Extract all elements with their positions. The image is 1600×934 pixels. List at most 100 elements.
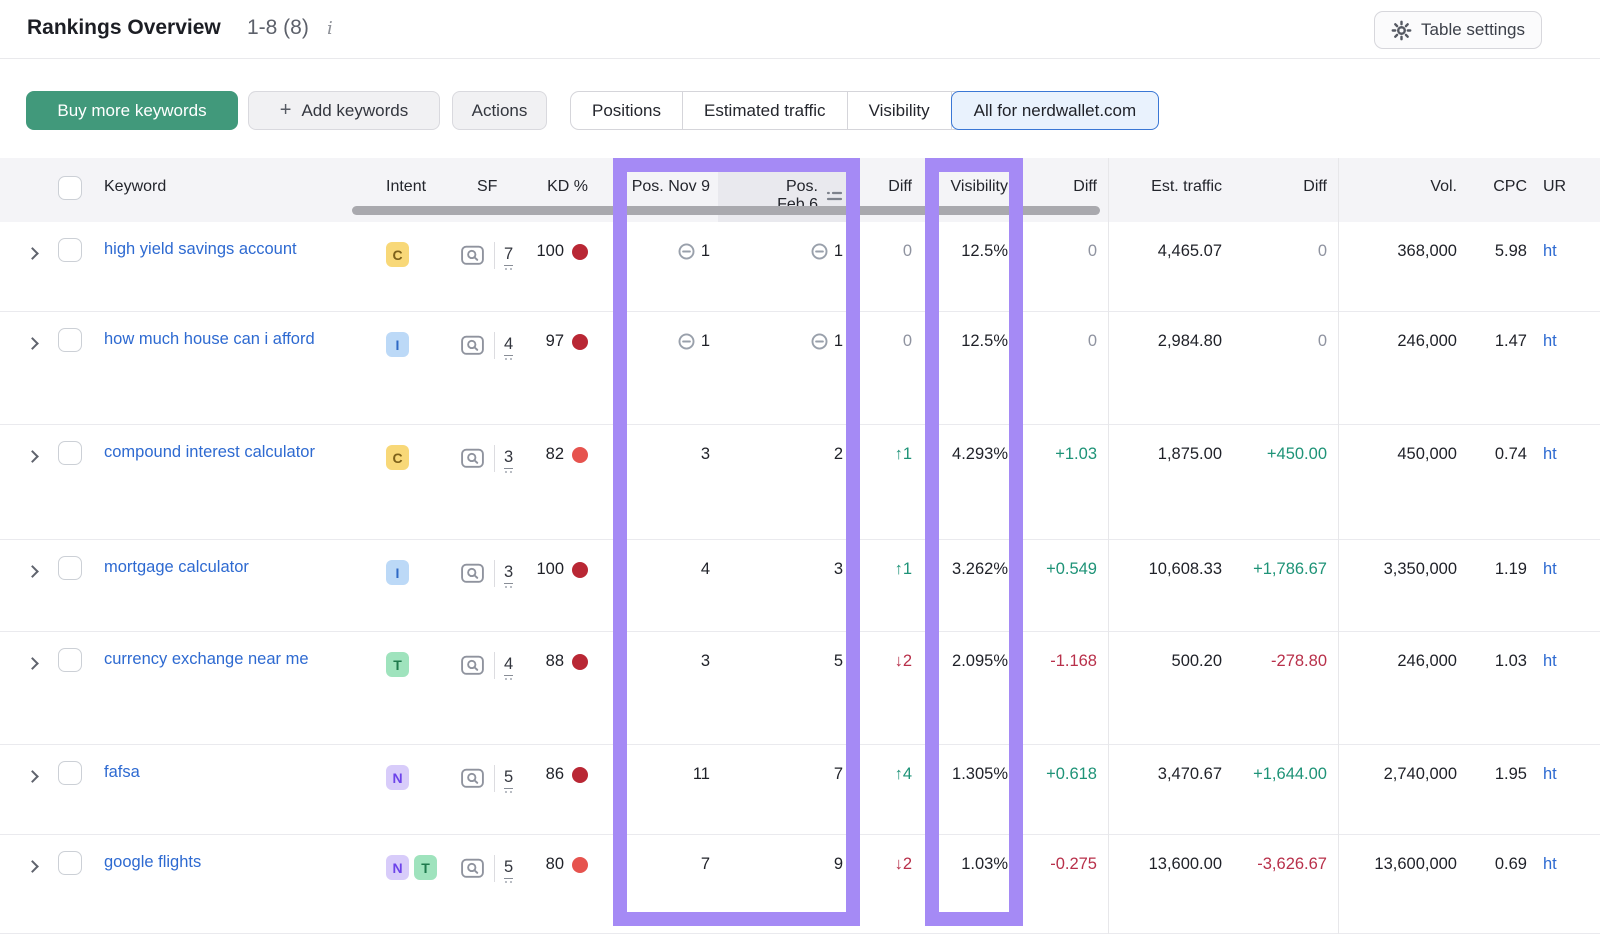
row-checkbox[interactable] [58, 761, 84, 790]
expand-row-button[interactable] [26, 244, 50, 263]
intent-badge-T[interactable]: T [414, 855, 437, 880]
keyword-link[interactable]: currency exchange near me [104, 650, 309, 668]
url-link[interactable]: ht [1543, 560, 1557, 578]
intent-badge-C[interactable]: C [386, 445, 409, 470]
serp-features: 3 [460, 445, 538, 473]
keyword-link[interactable]: high yield savings account [104, 240, 297, 258]
column-header-url[interactable]: UR [1543, 178, 1567, 195]
url-link[interactable]: ht [1543, 242, 1557, 260]
tab-estimated-traffic[interactable]: Estimated traffic [683, 92, 848, 129]
actions-button[interactable]: Actions [452, 91, 547, 130]
cpc-cell: 5.98 [1494, 242, 1527, 260]
serp-features-count[interactable]: 5 [504, 858, 514, 883]
url-link[interactable]: ht [1543, 332, 1557, 350]
add-keywords-button[interactable]: + Add keywords [248, 91, 440, 130]
column-header-est-traffic[interactable]: Est. traffic [1151, 178, 1222, 195]
column-header-volume[interactable]: Vol. [1430, 178, 1457, 195]
tab-positions[interactable]: Positions [571, 92, 683, 129]
column-header-pos-nov9[interactable]: Pos. Nov 9 [631, 178, 710, 195]
intent-badge-N[interactable]: N [386, 855, 409, 880]
kd-difficulty-dot [572, 653, 588, 670]
expand-row-button[interactable] [26, 767, 50, 786]
serp-features-icon[interactable] [460, 857, 485, 880]
column-header-cpc[interactable]: CPC [1493, 178, 1527, 195]
column-header-sf[interactable]: SF [477, 178, 498, 195]
intent-badge-I[interactable]: I [386, 560, 409, 585]
kd-value: 100 [536, 242, 564, 260]
link-icon[interactable] [810, 242, 829, 261]
kd-cell: 80 [516, 855, 588, 874]
checkbox-box [58, 238, 82, 262]
url-cell: ht [1543, 242, 1571, 261]
traffic-diff-cell: +450.00 [1266, 445, 1327, 463]
volume-cell: 246,000 [1397, 332, 1457, 350]
divider [494, 765, 495, 792]
select-all-checkbox[interactable] [58, 176, 84, 205]
expand-row-button[interactable] [26, 562, 50, 581]
tab-visibility[interactable]: Visibility [848, 92, 952, 129]
expand-row-button[interactable] [26, 857, 50, 876]
expand-row-button[interactable] [26, 334, 50, 353]
kd-cell: 82 [516, 445, 588, 464]
expand-row-button[interactable] [26, 447, 50, 466]
url-link[interactable]: ht [1543, 652, 1557, 670]
serp-features-count[interactable]: 3 [504, 563, 514, 588]
horizontal-scrollbar[interactable] [352, 206, 1100, 215]
kd-difficulty-dot [572, 766, 588, 783]
link-icon[interactable] [677, 242, 696, 261]
serp-features-icon[interactable] [460, 654, 485, 677]
keyword-link[interactable]: mortgage calculator [104, 558, 249, 576]
row-checkbox[interactable] [58, 556, 84, 585]
buy-more-keywords-button[interactable]: Buy more keywords [26, 91, 238, 130]
intent-badge-T[interactable]: T [386, 652, 409, 677]
keyword-link[interactable]: compound interest calculator [104, 443, 315, 461]
column-header-kd[interactable]: KD % [547, 178, 588, 195]
visibility-cell: 1.03% [961, 855, 1008, 873]
link-icon[interactable] [810, 332, 829, 351]
column-header-visibility[interactable]: Visibility [950, 178, 1009, 195]
table-settings-button[interactable]: Table settings [1374, 11, 1542, 49]
serp-features-icon[interactable] [460, 447, 485, 470]
url-link[interactable]: ht [1543, 445, 1557, 463]
serp-features-count[interactable]: 5 [504, 768, 514, 793]
checkbox-box [58, 441, 82, 465]
pos-nov9-cell: 3 [630, 652, 710, 671]
serp-features-count[interactable]: 7 [504, 245, 514, 270]
est-traffic-cell: 2,984.80 [1157, 332, 1222, 350]
info-icon[interactable]: i [327, 18, 333, 39]
row-checkbox[interactable] [58, 441, 84, 470]
column-header-diff-visibility[interactable]: Diff [1073, 178, 1097, 195]
serp-features-count[interactable]: 4 [504, 655, 514, 680]
row-checkbox[interactable] [58, 238, 84, 267]
position-number: 1 [833, 242, 843, 260]
row-checkbox[interactable] [58, 851, 84, 880]
serp-features-icon[interactable] [460, 562, 485, 585]
volume-cell: 368,000 [1397, 242, 1457, 260]
pos-diff-cell: ↑1 [894, 445, 912, 463]
row-checkbox[interactable] [58, 648, 84, 677]
row-checkbox[interactable] [58, 328, 84, 357]
tab-all-for-domain[interactable]: All for nerdwallet.com [950, 91, 1160, 130]
column-header-intent[interactable]: Intent [386, 178, 427, 195]
intent-badge-I[interactable]: I [386, 332, 409, 357]
plus-icon: + [279, 99, 292, 121]
serp-features-count[interactable]: 3 [504, 448, 514, 473]
serp-features-icon[interactable] [460, 244, 485, 267]
keyword-link[interactable]: fafsa [104, 763, 140, 781]
keyword-link[interactable]: how much house can i afford [104, 330, 315, 348]
expand-row-button[interactable] [26, 654, 50, 673]
url-link[interactable]: ht [1543, 855, 1557, 873]
intent-badge-C[interactable]: C [386, 242, 409, 267]
keyword-cell: compound interest calculator [104, 440, 356, 465]
link-icon[interactable] [677, 332, 696, 351]
column-header-keyword[interactable]: Keyword [104, 178, 167, 195]
serp-features-icon[interactable] [460, 334, 485, 357]
serp-features-count[interactable]: 4 [504, 335, 514, 360]
keyword-link[interactable]: google flights [104, 853, 202, 871]
url-link[interactable]: ht [1543, 765, 1557, 783]
intent-badge-N[interactable]: N [386, 765, 409, 790]
visibility-diff-cell: -0.275 [1050, 855, 1097, 873]
column-header-diff-traffic[interactable]: Diff [1303, 178, 1327, 195]
column-header-diff-pos[interactable]: Diff [888, 178, 912, 195]
serp-features-icon[interactable] [460, 767, 485, 790]
